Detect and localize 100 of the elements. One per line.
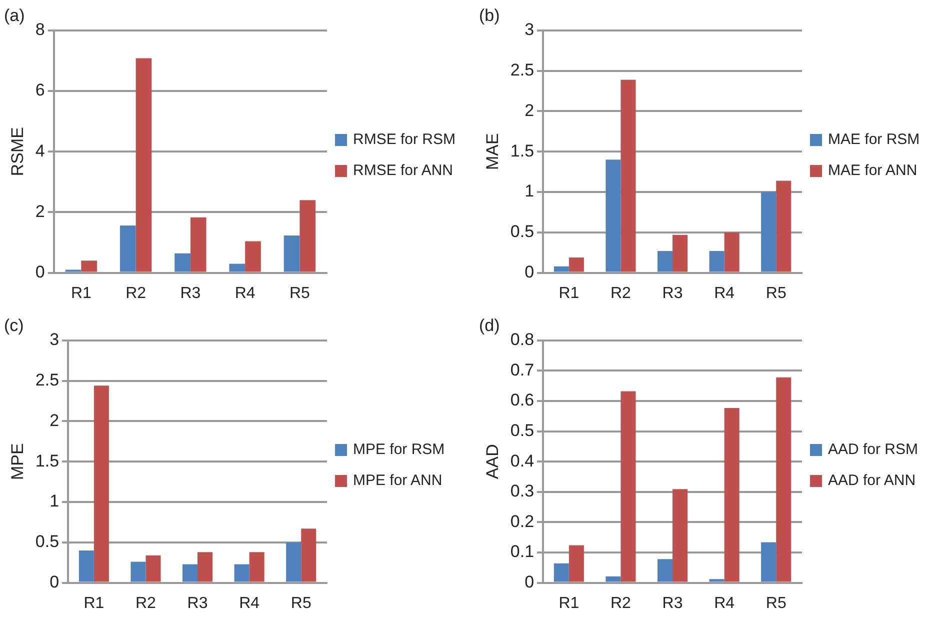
y-tick-label: 0.4 [510,451,534,470]
bar [776,377,792,582]
bar [606,160,621,272]
bar [174,253,190,272]
x-tick-label: R5 [766,284,786,302]
x-tick-label: R4 [234,284,256,302]
bar [724,232,740,272]
bar [198,552,213,582]
y-tick-label: 8 [35,20,45,40]
bar [286,542,302,582]
legend-label: AAD for ANN [828,472,916,489]
bar [620,80,636,272]
bar [568,545,584,582]
legend-label: MAE for ANN [828,162,918,179]
bar [245,241,261,272]
bar [146,555,161,582]
bar [130,562,146,582]
legend-label: MPE for RSM [353,441,445,458]
bar [554,266,569,272]
x-tick-label: R5 [766,594,786,612]
x-tick-label: R1 [84,594,104,612]
bar [284,236,300,272]
bar [709,579,724,582]
y-tick-label: 0.8 [510,330,534,350]
bar [94,386,109,582]
bar [657,559,673,582]
y-tick-label: 2.5 [510,60,534,80]
y-tick-label: 2 [35,202,45,221]
bar [81,260,98,272]
x-tick-label: R1 [558,594,580,612]
y-tick-label: 0 [524,572,534,592]
y-tick-label: 0 [50,572,60,592]
bar [136,58,152,272]
y-tick-label: 0 [35,262,45,282]
x-tick-label: R5 [289,284,310,302]
x-tick-label: R3 [662,284,683,302]
x-tick-label: R2 [610,594,632,612]
legend-label: AAD for RSM [828,441,918,458]
x-tick-label: R1 [70,284,92,302]
x-tick-label: R3 [662,594,683,612]
chart-title: (d) [479,316,500,335]
x-tick-label: R4 [239,594,260,612]
bar [234,564,250,582]
legend-label: MPE for ANN [353,472,442,489]
y-axis-title: AAD [482,444,502,480]
bar [120,226,136,272]
x-tick-label: R2 [610,284,632,302]
x-tick-label: R5 [290,594,312,612]
y-tick-label: 2 [524,100,534,120]
bar [190,217,206,272]
bar [672,489,688,582]
y-axis-title: RSME [8,127,27,176]
bar [761,542,776,582]
bar [249,552,264,582]
bar [657,250,673,272]
y-tick-label: 1.5 [35,451,60,470]
y-tick-label: 0.7 [510,360,534,380]
y-axis-title: MPE [8,443,27,480]
bar [78,550,94,582]
bar [301,528,316,582]
x-tick-label: R1 [558,284,580,302]
y-tick-label: 6 [35,80,45,100]
y-tick-label: 0 [524,262,534,282]
x-tick-label: R2 [126,284,146,302]
chart-title: (b) [479,6,500,25]
legend-label: RMSE for ANN [353,162,454,179]
y-tick-label: 2 [50,410,60,430]
y-tick-label: 0.2 [510,512,534,531]
y-tick-label: 3 [524,20,534,40]
y-tick-label: 1 [50,492,60,511]
x-tick-label: R3 [180,284,201,302]
y-tick-label: 0.5 [510,420,534,440]
y-tick-label: 0.3 [510,482,534,501]
bar [724,408,740,582]
bar [620,391,636,582]
x-tick-label: R4 [714,594,735,612]
x-tick-label: R3 [187,594,208,612]
x-tick-label: R2 [135,594,156,612]
bar [229,264,246,272]
bar [709,250,724,272]
legend-label: MAE for RSM [828,131,920,148]
y-tick-label: 0.5 [35,532,60,552]
legend-label: RMSE for RSM [353,131,456,148]
bar [672,234,688,272]
bar [300,200,316,272]
y-tick-label: 0.6 [510,390,534,410]
bar [606,576,621,582]
bar [761,192,776,272]
chart-title: (a) [4,6,25,25]
bar [554,563,569,582]
y-tick-label: 1.5 [510,141,534,160]
y-tick-label: 1 [524,182,534,201]
bar [182,564,198,582]
y-tick-label: 3 [50,330,60,350]
y-tick-label: 0.1 [510,542,534,562]
y-tick-label: 2.5 [35,370,60,390]
bar [568,257,584,272]
x-tick-label: R4 [714,284,735,302]
y-axis-title: MAE [482,133,502,170]
bar [776,180,792,272]
